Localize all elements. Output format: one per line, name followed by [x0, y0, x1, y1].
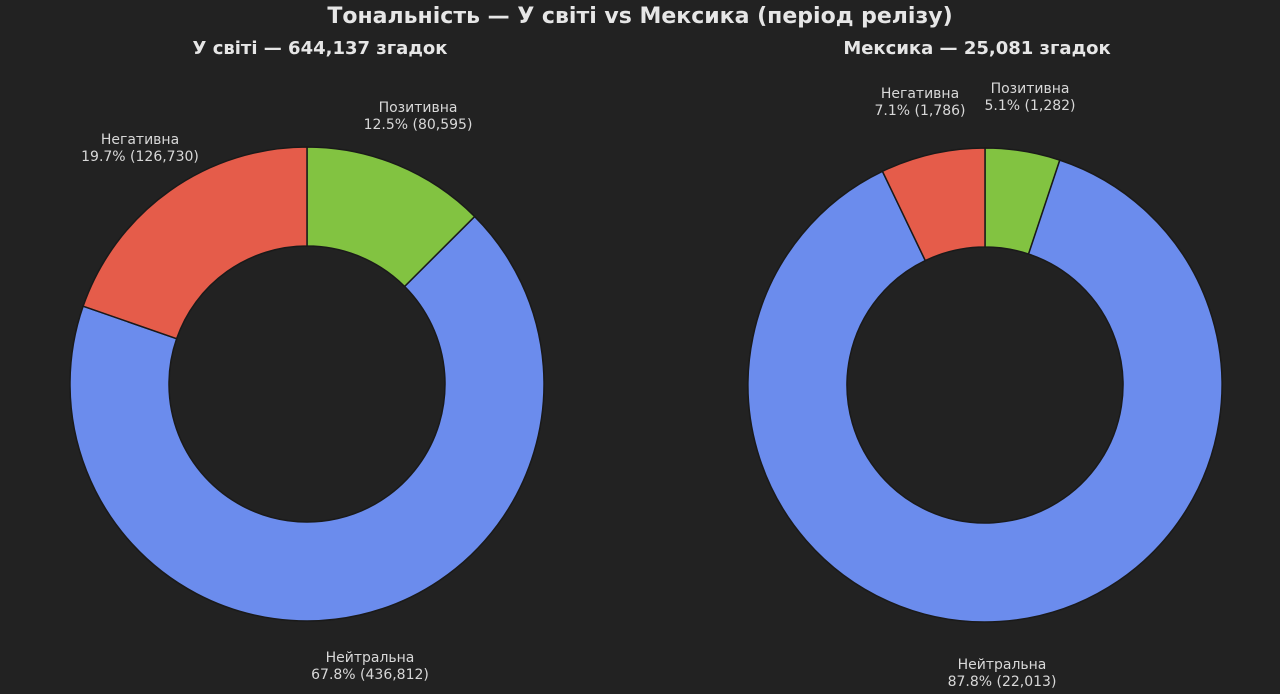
slice-label-mexico-negative: Негативна 7.1% (1,786): [810, 86, 1030, 120]
slice-label-mexico-positive: Позитивна 5.1% (1,282): [920, 81, 1140, 115]
slice-label-world-negative: Негативна 19.7% (126,730): [30, 132, 250, 166]
slice-name: Негативна: [100, 132, 180, 148]
chart-title-mexico: Мексика — 25,081 згадок: [843, 38, 1111, 59]
donut-slice-world-1: [69, 215, 545, 622]
chart-title-world: У світі — 644,137 згадок: [192, 38, 448, 59]
donut-slice-mexico-1: [747, 159, 1223, 623]
slice-value: 67.8% (436,812): [311, 667, 429, 683]
slice-name: Нейтральна: [325, 650, 415, 666]
slice-value: 19.7% (126,730): [81, 149, 199, 165]
slice-value: 12.5% (80,595): [363, 117, 473, 133]
slice-value: 7.1% (1,786): [874, 103, 966, 119]
slice-name: Нейтральна: [957, 657, 1047, 673]
slice-name: Позитивна: [990, 81, 1070, 97]
donut-slice-mexico-2: [881, 147, 986, 262]
slice-label-mexico-neutral: Нейтральна 87.8% (22,013): [892, 657, 1112, 691]
donut-slice-world-2: [82, 146, 308, 340]
slice-name: Позитивна: [378, 100, 458, 116]
slice-name: Негативна: [880, 86, 960, 102]
slice-value: 87.8% (22,013): [947, 674, 1057, 690]
slice-label-world-positive: Позитивна 12.5% (80,595): [308, 100, 528, 134]
slice-label-world-neutral: Нейтральна 67.8% (436,812): [260, 650, 480, 684]
slice-value: 5.1% (1,282): [984, 98, 1076, 114]
figure-title: Тональність — У світі vs Мексика (період…: [327, 4, 953, 29]
